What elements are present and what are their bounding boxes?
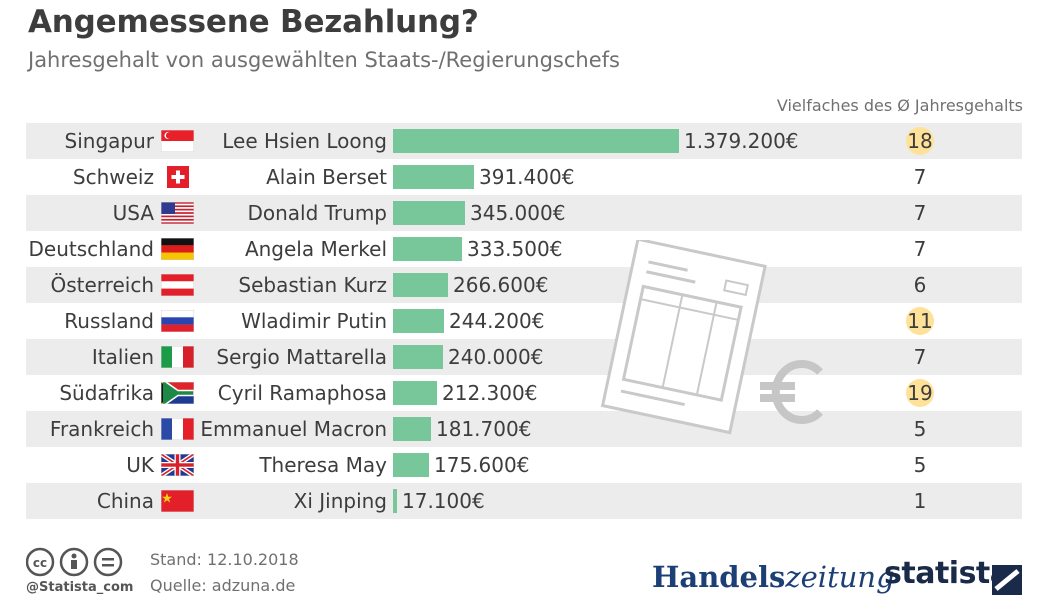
- table-row: China Xi Jinping 17.100€ 1: [26, 483, 1022, 519]
- country-label: Österreich: [50, 273, 155, 297]
- country-label: USA: [112, 201, 154, 225]
- data-label: 181.700€: [436, 417, 532, 441]
- multiplier-header: Vielfaches des Ø Jahresgehalts: [776, 96, 1023, 115]
- data-label: 212.300€: [442, 381, 538, 405]
- table-row: Südafrika Cyril Ramaphosa 212.300€ 19: [26, 375, 1022, 411]
- multiplier-value: 19: [907, 381, 933, 405]
- data-label: 345.000€: [470, 201, 566, 225]
- multiplier-value: 6: [913, 273, 927, 297]
- table-row: Italien Sergio Mattarella 240.000€ 7: [26, 339, 1022, 375]
- flag-icon: [167, 166, 200, 188]
- leader-label: Emmanuel Macron: [200, 417, 387, 441]
- table-row: Frankreich Emmanuel Macron 181.700€ 5: [26, 411, 1022, 447]
- highlight-circle: [906, 379, 934, 407]
- flag-icon: [160, 237, 195, 261]
- svg-text:cc: cc: [33, 556, 47, 570]
- country-label: UK: [126, 453, 154, 477]
- source: Quelle: adzuna.de: [150, 576, 296, 595]
- data-label: 333.500€: [467, 237, 563, 261]
- table-row: Russland Wladimir Putin 244.200€ 11: [26, 303, 1022, 339]
- statista-logo-icon: [992, 565, 1022, 595]
- flag-icon: [160, 273, 195, 297]
- bar: [393, 165, 474, 189]
- bar: [393, 381, 437, 405]
- country-label: Singapur: [64, 129, 154, 153]
- handelszeitung-logo: Handelszeitung: [652, 560, 895, 594]
- bar: [393, 489, 397, 513]
- leader-label: Wladimir Putin: [241, 309, 387, 333]
- table-row: Deutschland Angela Merkel 333.500€ 7: [26, 231, 1022, 267]
- multiplier-value: 7: [913, 201, 927, 225]
- statista-logo: statista: [884, 556, 1010, 591]
- leader-label: Xi Jinping: [293, 489, 387, 513]
- multiplier-value: 11: [907, 309, 933, 333]
- bar: [393, 417, 431, 441]
- multiplier-value: 5: [913, 417, 927, 441]
- data-label: 175.600€: [434, 453, 530, 477]
- data-label: 1.379.200€: [684, 129, 799, 153]
- multiplier-value: 1: [913, 489, 927, 513]
- leader-label: Donald Trump: [247, 201, 387, 225]
- country-label: Russland: [64, 309, 154, 333]
- leader-label: Cyril Ramaphosa: [217, 381, 387, 405]
- multiplier-value: 5: [913, 453, 927, 477]
- flag-icon: [159, 452, 196, 478]
- country-label: Italien: [91, 345, 154, 369]
- table-row: Schweiz Alain Berset 391.400€ 7: [26, 159, 1022, 195]
- highlight-circle: [906, 307, 934, 335]
- flag-icon: [160, 309, 195, 333]
- bar: [393, 309, 444, 333]
- country-label: Schweiz: [72, 165, 154, 189]
- bar: [393, 273, 448, 297]
- table-row: Singapur Lee Hsien Loong 1.379.200€ 18: [26, 123, 1022, 159]
- data-label: 17.100€: [402, 489, 485, 513]
- bar: [393, 345, 443, 369]
- chart-subtitle: Jahresgehalt von ausgewählten Staats-/Re…: [28, 48, 620, 72]
- data-label: 266.600€: [453, 273, 549, 297]
- flag-icon: [160, 379, 195, 407]
- country-label: Deutschland: [28, 237, 155, 261]
- creative-commons-icons: cc: [26, 547, 123, 577]
- multiplier-value: 7: [913, 165, 927, 189]
- data-label: 240.000€: [448, 345, 544, 369]
- flag-icon: [160, 201, 195, 225]
- flag-icon: [160, 129, 195, 153]
- data-label: 244.200€: [449, 309, 545, 333]
- leader-label: Theresa May: [259, 453, 387, 477]
- country-label: Südafrika: [59, 381, 154, 405]
- flag-icon: [160, 489, 195, 513]
- multiplier-value: 7: [913, 345, 927, 369]
- country-label: Frankreich: [49, 417, 154, 441]
- invoice-euro-illustration: [600, 240, 823, 435]
- bar: [393, 453, 429, 477]
- leader-label: Lee Hsien Loong: [222, 129, 387, 153]
- multiplier-value: 18: [907, 129, 933, 153]
- flag-icon: [160, 345, 195, 369]
- bar: [393, 201, 465, 225]
- chart-title: Angemessene Bezahlung?: [28, 4, 479, 40]
- leader-label: Sebastian Kurz: [238, 273, 387, 297]
- multiplier-value: 7: [913, 237, 927, 261]
- stand-date: Stand: 12.10.2018: [150, 550, 299, 569]
- leader-label: Angela Merkel: [244, 237, 387, 261]
- bar: [393, 129, 679, 153]
- data-label: 391.400€: [479, 165, 575, 189]
- flag-icon: [160, 417, 195, 441]
- leader-label: Sergio Mattarella: [216, 345, 387, 369]
- bar: [393, 237, 462, 261]
- country-label: China: [96, 489, 154, 513]
- statista-handle: @Statista_com: [26, 580, 134, 595]
- leader-label: Alain Berset: [266, 165, 387, 189]
- table-row: Österreich Sebastian Kurz 266.600€ 6: [26, 267, 1022, 303]
- highlight-circle: [906, 127, 934, 155]
- table-row: USA Donald Trump 345.000€ 7: [26, 195, 1022, 231]
- table-row: UK Theresa May 175.600€ 5: [26, 447, 1022, 483]
